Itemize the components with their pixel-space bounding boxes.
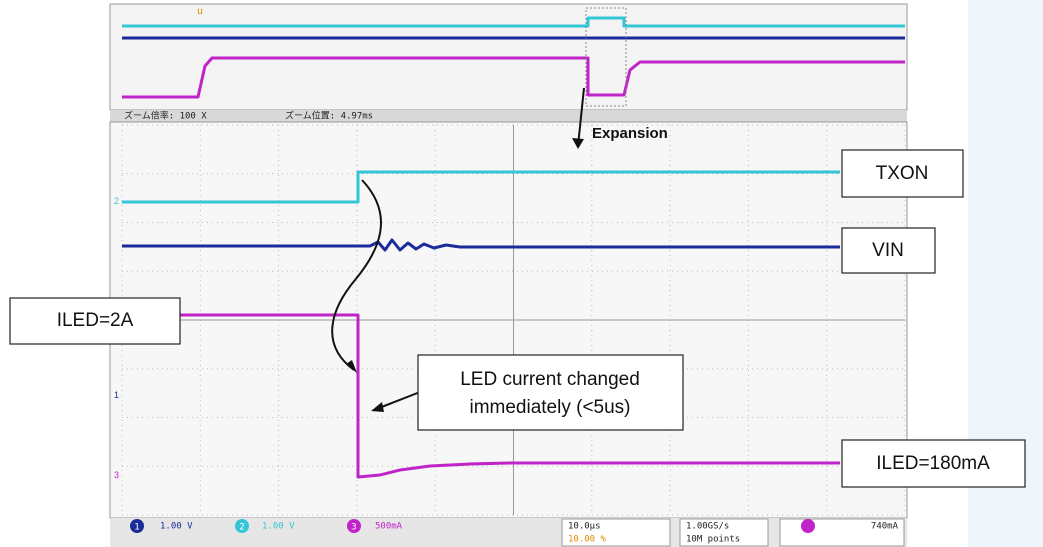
led-current-line: immediately (<5us) [469, 397, 630, 418]
ch3-scale: 500mA [375, 522, 403, 532]
expansion-label: Expansion [592, 125, 668, 142]
ch2-scale: 1.00 V [262, 522, 295, 532]
zoom-position: ズーム位置: 4.97ms [285, 110, 373, 122]
trigger-level: 740mA [871, 522, 899, 532]
timebase: 10.0µs [568, 522, 601, 532]
record-length: 10M points [686, 535, 740, 545]
txon-label: TXON [876, 163, 929, 184]
ch2-marker: 2 [114, 196, 119, 206]
ch1-marker: 1 [114, 390, 119, 400]
sample-rate: 1.00GS/s [686, 522, 729, 532]
ch3-marker: 3 [114, 470, 119, 480]
screenshot: u ズーム倍率: 100 X ズーム位置: 4.97ms 2 1 3 1 1.0… [0, 0, 1043, 547]
ch2-number: 2 [239, 523, 244, 533]
ch1-number: 1 [134, 523, 139, 533]
ch3-number: 3 [351, 523, 356, 533]
trigger-badge [801, 519, 815, 533]
iled-low-label: ILED=180mA [876, 453, 990, 474]
zoom-factor: ズーム倍率: 100 X [124, 110, 207, 122]
trigger-marker: u [197, 6, 203, 17]
zoom-bar [110, 110, 907, 122]
trigger-position: 10.00 % [568, 535, 607, 545]
led-current-line: LED current changed [460, 369, 640, 390]
ch1-scale: 1.00 V [160, 522, 193, 532]
vin-label: VIN [872, 240, 904, 261]
iled-high-label: ILED=2A [57, 310, 134, 331]
led-current-box [418, 355, 683, 430]
